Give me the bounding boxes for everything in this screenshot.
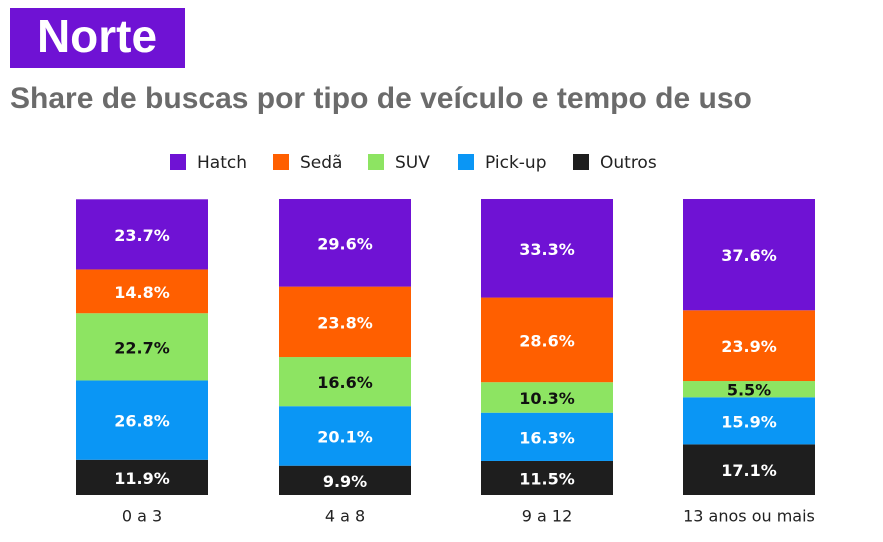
x-tick-label: 4 a 8 [325,507,365,526]
value-label: 14.8% [114,283,170,302]
value-label: 22.7% [114,338,170,357]
value-label: 29.6% [317,234,373,253]
value-label: 11.9% [114,469,170,488]
legend-label: Sedã [300,153,342,173]
bar-segment [481,382,613,413]
legend-label: Hatch [197,153,247,173]
bar-segment [76,380,208,460]
value-label: 37.6% [721,246,777,265]
value-label: 9.9% [323,472,367,491]
legend-label: Pick-up [485,153,547,173]
legend-swatch [458,154,474,170]
x-tick-label: 9 a 12 [522,507,573,526]
bar-segment [683,199,815,311]
value-label: 17.1% [721,461,777,480]
value-label: 15.9% [721,412,777,431]
bar-segment [683,381,815,398]
bar-segment [683,444,815,495]
legend-swatch [170,154,186,170]
value-label: 23.8% [317,313,373,332]
x-tick-label: 0 a 3 [122,507,162,526]
value-label: 33.3% [519,240,575,259]
chart-subtitle: Share de buscas por tipo de veículo e te… [10,82,752,115]
legend-label: Outros [600,153,657,173]
legend-swatch [573,154,589,170]
bar-segment [279,286,411,358]
bar-segment [76,269,208,314]
bar-segment [481,199,613,298]
value-label: 20.1% [317,427,373,446]
value-label: 16.3% [519,428,575,447]
value-label: 11.5% [519,469,575,488]
value-label: 23.7% [114,226,170,245]
value-label: 23.9% [721,337,777,356]
bar-segment [481,297,613,383]
bar-segment [279,357,411,407]
legend-swatch [368,154,384,170]
legend-label: SUV [395,153,430,173]
bar-segment [279,406,411,466]
value-label: 16.6% [317,373,373,392]
bar-segment [481,460,613,495]
x-tick-label: 13 anos ou mais [683,507,815,526]
bar-segment [76,313,208,381]
bar-segment [279,199,411,287]
bar-segment [76,199,208,270]
title-box [10,8,185,68]
bar-segment [279,465,411,495]
legend-swatch [273,154,289,170]
value-label: 28.6% [519,331,575,350]
value-label: 26.8% [114,412,170,431]
bar-segment [481,412,613,461]
value-label: 10.3% [519,389,575,408]
bar-segment [76,459,208,495]
chart-title: Norte [37,10,157,62]
value-label: 5.5% [727,381,771,400]
bar-segment [683,397,815,445]
bar-segment [683,310,815,382]
